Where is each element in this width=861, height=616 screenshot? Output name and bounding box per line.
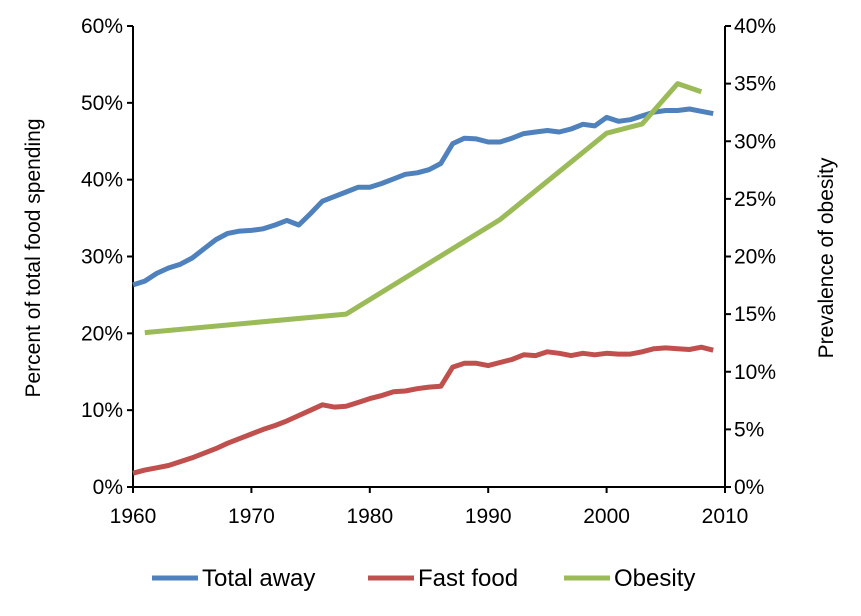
y-left-tick-label: 30% (81, 246, 123, 269)
y-right-tick-label: 10% (734, 361, 776, 384)
series-line-fast-food (132, 344, 714, 476)
legend: Total away Fast food Obesity (152, 565, 695, 592)
series-line-obesity (144, 81, 703, 336)
x-tick-label: 1980 (346, 505, 393, 528)
y-axis-left-title: Percent of total food spending (22, 118, 45, 397)
legend-label-fast-food: Fast food (418, 565, 518, 592)
y-right-tick-label: 5% (734, 418, 764, 441)
y-right-tick-label: 15% (734, 303, 776, 326)
x-tick-label: 2010 (702, 505, 749, 528)
y-right-tick-label: 30% (734, 130, 776, 153)
y-left-tick-label: 20% (81, 322, 123, 345)
y-left-tick-label: 40% (81, 169, 123, 192)
y-left-tick-label: 10% (81, 399, 123, 422)
axes-layer: 0% 10% 20% 30% 40% 50% 60% 0% 5% 10% 15% 20% 25% 30% 3… (81, 15, 776, 528)
label-layer: Percent of total food spending Prevalenc… (22, 118, 838, 397)
y-left-tick-label: 60% (81, 15, 123, 38)
series-layer (132, 81, 714, 476)
legend-label-obesity: Obesity (614, 565, 695, 592)
x-tick-label: 1970 (228, 505, 275, 528)
y-left-tick-label: 50% (81, 92, 123, 115)
x-tick-label: 1990 (465, 505, 512, 528)
legend-label-total-away: Total away (202, 565, 315, 592)
y-right-tick-label: 20% (734, 246, 776, 269)
x-tick-label: 2000 (583, 505, 630, 528)
series-line-total-away (132, 106, 714, 288)
y-left-tick-label: 0% (93, 476, 123, 499)
y-axis-right-title: Prevalence of obesity (815, 157, 838, 358)
y-right-tick-label: 40% (734, 15, 776, 38)
y-right-tick-label: 0% (734, 476, 764, 499)
y-right-tick-label: 35% (734, 73, 776, 96)
y-right-tick-label: 25% (734, 188, 776, 211)
x-tick-label: 1960 (110, 505, 157, 528)
